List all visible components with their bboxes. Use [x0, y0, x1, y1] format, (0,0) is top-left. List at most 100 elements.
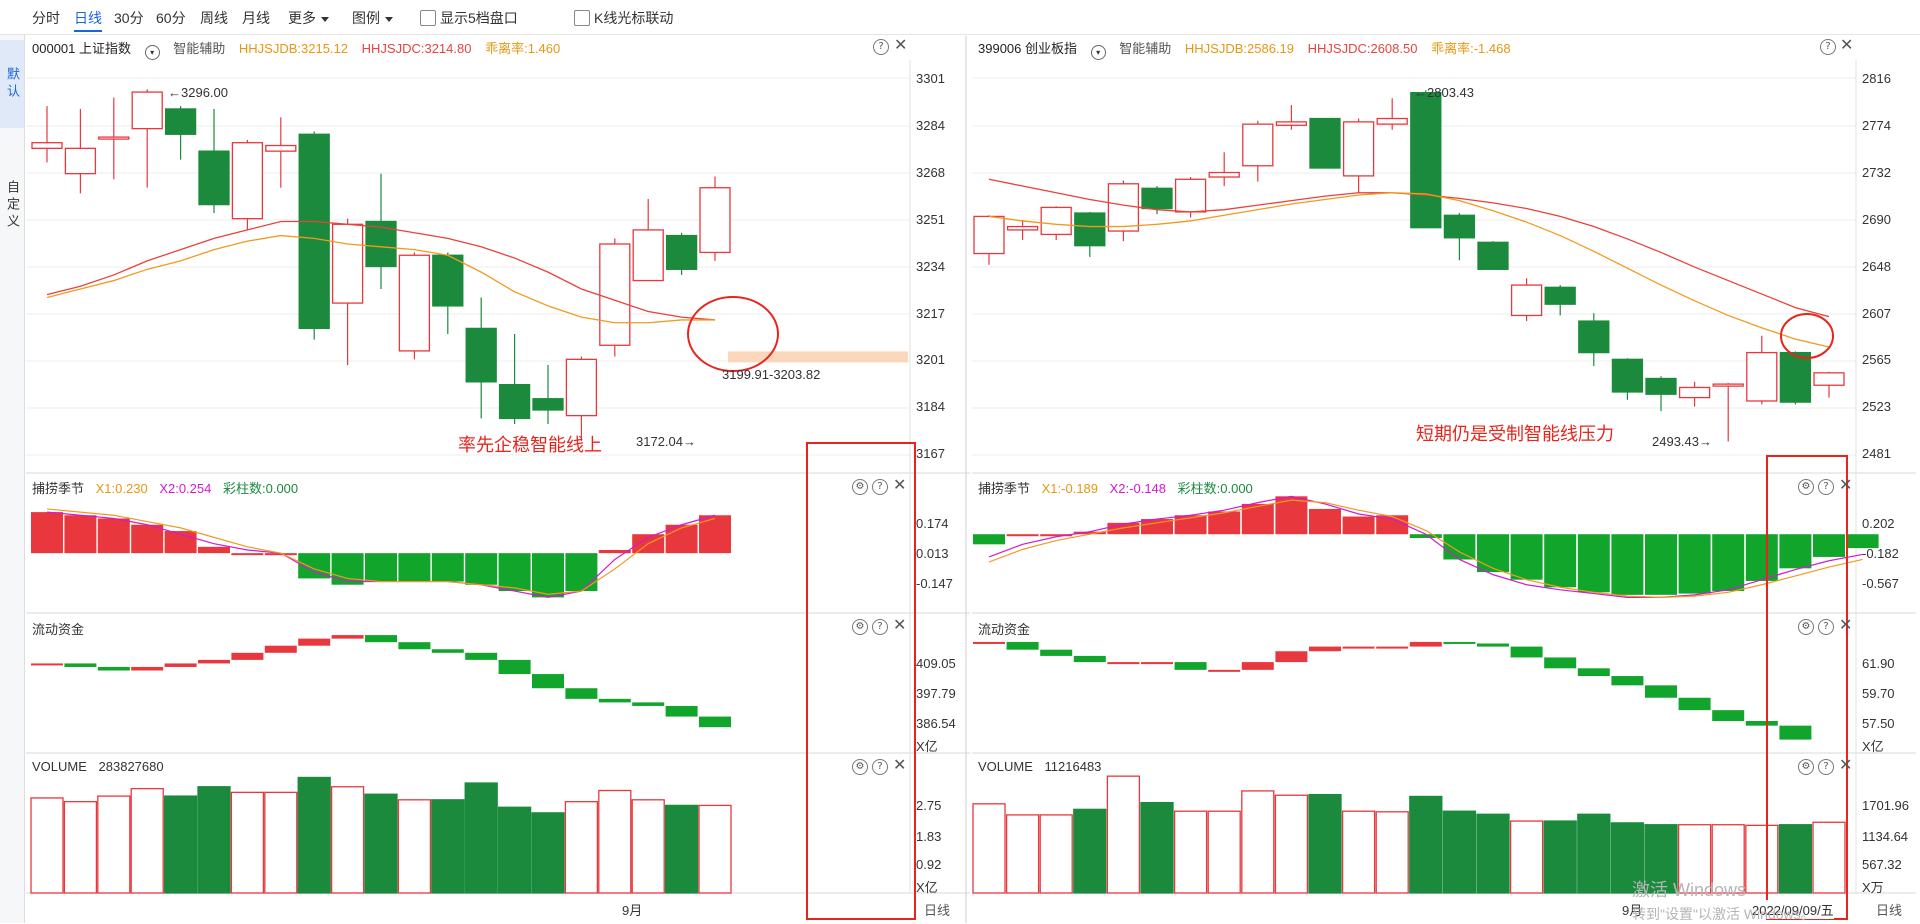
candle-body	[1242, 123, 1274, 167]
left-ind2-legend: 流动资金	[32, 619, 92, 638]
flow-bar	[398, 642, 431, 650]
flow-bar	[973, 641, 1005, 644]
close-icon[interactable]: ✕	[1839, 617, 1853, 634]
tab-30min[interactable]: 30分	[114, 10, 144, 26]
settings-icon[interactable]: ⚙	[1798, 479, 1814, 495]
bottom-tab-daily[interactable]: 日线	[1876, 903, 1903, 918]
candle-body	[265, 144, 297, 152]
candle-body	[1544, 286, 1576, 305]
candle-body	[1477, 241, 1509, 270]
candle-body	[1678, 386, 1711, 399]
volume-bar	[1577, 813, 1611, 894]
kline-cursor-link-checkbox[interactable]: K线光标联动	[574, 8, 673, 28]
close-icon[interactable]: ✕	[894, 37, 908, 54]
tab-daily[interactable]: 日线	[74, 8, 102, 32]
dropdown-circle-icon[interactable]: ▾	[1090, 45, 1106, 60]
close-icon[interactable]: ✕	[893, 477, 907, 494]
ind1-x1: X1:0.230	[95, 481, 148, 496]
price-tick: 2774	[1862, 118, 1891, 133]
help-icon[interactable]: ?	[872, 479, 888, 495]
candle-body	[1813, 372, 1845, 386]
volume-bar	[230, 791, 265, 894]
help-icon[interactable]: ?	[1818, 759, 1834, 775]
more-dropdown[interactable]: 更多	[288, 8, 329, 28]
flow-bar	[1745, 721, 1778, 726]
indicator-bar	[598, 550, 631, 554]
help-icon[interactable]: ?	[1820, 39, 1836, 55]
tab-60min[interactable]: 60分	[156, 10, 186, 26]
right-ind2-legend: 流动资金	[978, 619, 1038, 638]
flow-bar	[331, 635, 364, 639]
volume-bar	[1140, 801, 1174, 894]
flow-bar	[1577, 668, 1610, 677]
left-sidebar: 默认 自定义	[0, 35, 25, 923]
close-icon[interactable]: ✕	[1839, 477, 1853, 494]
indicator-bar	[532, 553, 564, 598]
bottom-tab-daily[interactable]: 日线	[924, 903, 951, 918]
indicator-bar	[1443, 534, 1476, 560]
settings-icon[interactable]: ⚙	[852, 479, 868, 495]
show-5-levels-checkbox[interactable]: 显示5档盘口	[420, 8, 518, 28]
candle-body	[1342, 121, 1375, 177]
ind2-tick: 59.70	[1862, 686, 1895, 701]
close-icon[interactable]: ✕	[893, 617, 907, 634]
price-tick: 3184	[916, 399, 945, 414]
price-tick: 2648	[1862, 259, 1891, 274]
indicator-bar	[398, 553, 431, 582]
indicator-bar	[431, 553, 464, 582]
help-icon[interactable]: ?	[1818, 479, 1834, 495]
top-toolbar: 分时 日线 30分 60分 周线 月线 更多 图例 显示5档盘口 K线光标联动	[0, 0, 1920, 35]
volume-bar	[1241, 790, 1275, 894]
volume-value: 283827680	[98, 759, 164, 774]
volume-bar	[598, 789, 632, 894]
indicator-bar	[1611, 534, 1644, 595]
close-icon[interactable]: ✕	[893, 757, 907, 774]
indicator-bar	[1813, 534, 1845, 557]
sidebar-tab-custom[interactable]: 自定义	[5, 179, 20, 231]
help-icon[interactable]: ?	[872, 619, 888, 635]
close-icon[interactable]: ✕	[1839, 757, 1853, 774]
candle-body	[699, 187, 731, 254]
indicator-line-x1	[988, 499, 1863, 598]
left-zone-label: 3199.91-3203.82	[722, 367, 821, 382]
settings-icon[interactable]: ⚙	[852, 759, 868, 775]
help-icon[interactable]: ?	[1818, 619, 1834, 635]
flow-bar	[532, 674, 564, 689]
right-stock-code: 399006 创业板指	[978, 41, 1077, 56]
settings-icon[interactable]: ⚙	[1798, 759, 1814, 775]
tab-intraday[interactable]: 分时	[32, 10, 60, 26]
settings-icon[interactable]: ⚙	[1798, 619, 1814, 635]
help-icon[interactable]: ?	[872, 759, 888, 775]
candle-body	[1107, 183, 1140, 232]
flow-bar	[1309, 646, 1341, 652]
volume-bar	[1005, 814, 1040, 894]
checkbox-icon	[574, 10, 590, 26]
close-icon[interactable]: ✕	[1840, 37, 1854, 54]
volume-bar	[364, 793, 398, 894]
indicator-bar	[973, 534, 1005, 545]
sidebar-tab-default[interactable]: 默认	[0, 40, 24, 128]
candle-body	[1275, 121, 1308, 126]
flow-bar	[1510, 646, 1543, 658]
indicator-bar	[198, 546, 230, 554]
checkbox-icon	[420, 10, 436, 26]
volume-bar	[698, 804, 732, 894]
volume-bar	[1509, 820, 1544, 894]
volume-bar	[1341, 810, 1376, 894]
tab-weekly[interactable]: 周线	[200, 10, 228, 26]
flow-bar	[1006, 641, 1039, 650]
right-assist-label: 智能辅助	[1119, 41, 1172, 56]
legend-dropdown[interactable]: 图例	[352, 8, 393, 28]
ind1-tick: 0.174	[916, 516, 949, 531]
help-icon[interactable]: ?	[873, 39, 889, 55]
settings-icon[interactable]: ⚙	[852, 619, 868, 635]
dropdown-circle-icon[interactable]: ▾	[144, 45, 160, 60]
flow-bar	[1107, 662, 1140, 665]
indicator-bar	[465, 553, 498, 585]
indicator-bar	[1510, 534, 1543, 580]
candle-body	[1174, 178, 1207, 213]
candle-body	[498, 384, 531, 420]
volume-bar	[1778, 824, 1813, 894]
indicator-bar	[1712, 534, 1745, 592]
tab-monthly[interactable]: 月线	[242, 10, 270, 26]
